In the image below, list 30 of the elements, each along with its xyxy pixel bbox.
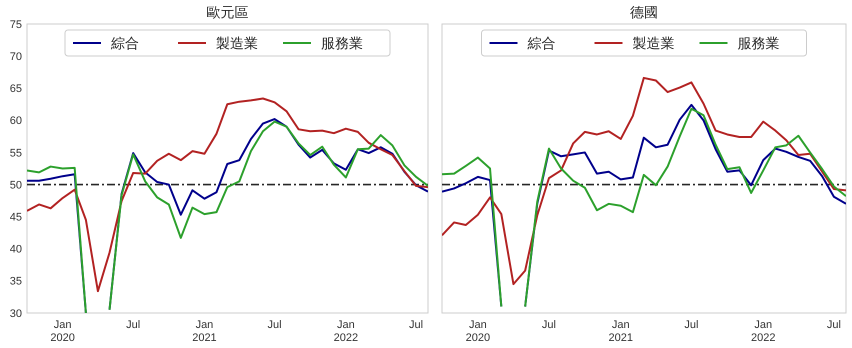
y-tick-label: 60 — [10, 115, 22, 128]
y-tick-label: 55 — [10, 147, 22, 160]
x-tick-label: Jul — [408, 319, 424, 331]
chart-title: 歐元區 — [206, 4, 248, 20]
y-tick-label: 40 — [10, 244, 22, 256]
x-tick-label: Jul — [542, 319, 556, 331]
y-tick-label: 45 — [10, 212, 22, 224]
x-tick-label: Jan 2022 — [751, 319, 776, 344]
legend-label: 製造業 — [632, 34, 674, 51]
y-tick-label: 70 — [10, 50, 22, 63]
legend-label: 綜合 — [110, 34, 139, 51]
x-tick-label: Jul — [126, 319, 140, 331]
legend-label: 服務業 — [738, 34, 780, 51]
x-tick-label: Jul — [826, 319, 841, 331]
y-tick-label: 35 — [10, 276, 22, 288]
chart-title: 德國 — [630, 4, 658, 20]
x-tick-label: Jan 2022 — [334, 319, 358, 344]
y-tick-label: 50 — [10, 179, 22, 192]
y-tick-label: 30 — [10, 308, 22, 320]
x-tick-label: Jan 2021 — [192, 319, 217, 344]
legend-label: 製造業 — [216, 34, 258, 51]
x-tick-label: Jul — [268, 319, 282, 331]
legend-label: 綜合 — [526, 34, 556, 51]
y-tick-label: 75 — [10, 18, 22, 31]
x-tick-label: Jul — [684, 319, 698, 331]
x-tick-label: Jan 2020 — [466, 319, 490, 344]
x-tick-label: Jan 2021 — [608, 319, 634, 344]
legend-label: 服務業 — [321, 34, 363, 51]
x-tick-label: Jan 2020 — [50, 319, 75, 344]
y-tick-label: 65 — [10, 83, 22, 96]
